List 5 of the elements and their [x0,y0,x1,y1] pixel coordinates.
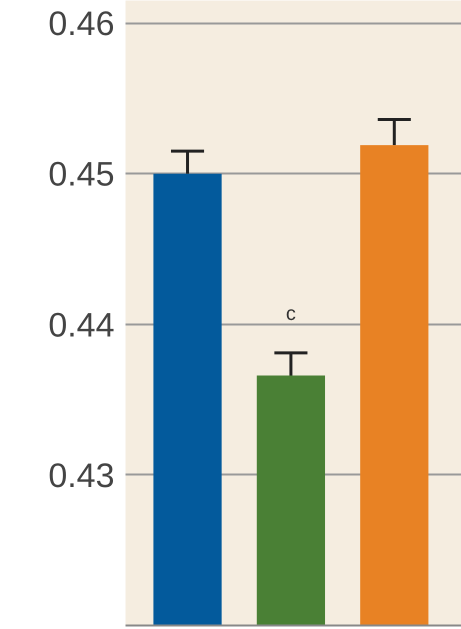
y-tick-label: 0.43 [48,456,115,495]
y-tick-label: 0.44 [48,306,115,344]
y-tick-label: 0.45 [48,156,115,194]
y-tick-label: 0.46 [48,5,115,44]
annotation: c [286,302,296,325]
